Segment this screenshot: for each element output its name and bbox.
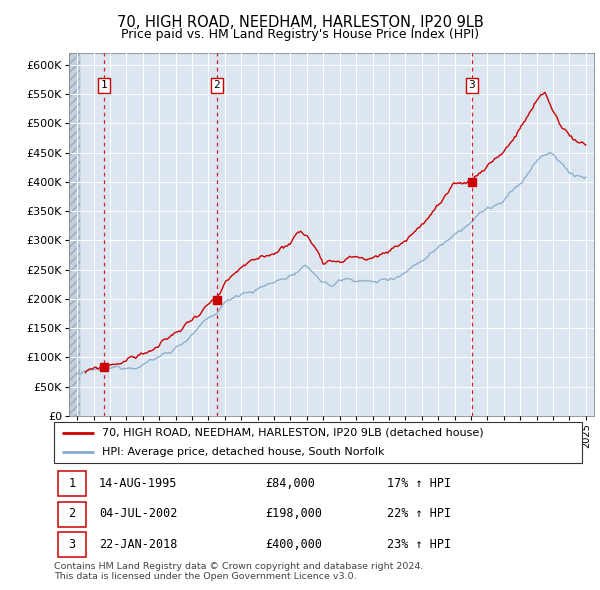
Text: 04-JUL-2002: 04-JUL-2002 [99, 507, 177, 520]
Text: Price paid vs. HM Land Registry's House Price Index (HPI): Price paid vs. HM Land Registry's House … [121, 28, 479, 41]
Text: 23% ↑ HPI: 23% ↑ HPI [386, 538, 451, 551]
Text: 22% ↑ HPI: 22% ↑ HPI [386, 507, 451, 520]
Text: 1: 1 [68, 477, 76, 490]
Text: 22-JAN-2018: 22-JAN-2018 [99, 538, 177, 551]
Text: 70, HIGH ROAD, NEEDHAM, HARLESTON, IP20 9LB (detached house): 70, HIGH ROAD, NEEDHAM, HARLESTON, IP20 … [101, 428, 483, 438]
Text: 1: 1 [100, 80, 107, 90]
Text: 70, HIGH ROAD, NEEDHAM, HARLESTON, IP20 9LB: 70, HIGH ROAD, NEEDHAM, HARLESTON, IP20 … [116, 15, 484, 30]
Text: £400,000: £400,000 [265, 538, 322, 551]
FancyBboxPatch shape [58, 502, 86, 527]
Text: 3: 3 [469, 80, 475, 90]
Text: HPI: Average price, detached house, South Norfolk: HPI: Average price, detached house, Sout… [101, 447, 384, 457]
Text: £84,000: £84,000 [265, 477, 315, 490]
Text: 17% ↑ HPI: 17% ↑ HPI [386, 477, 451, 490]
Text: £198,000: £198,000 [265, 507, 322, 520]
Text: 2: 2 [68, 507, 76, 520]
FancyBboxPatch shape [58, 471, 86, 496]
FancyBboxPatch shape [58, 532, 86, 558]
Bar [69, 53, 80, 416]
Text: Contains HM Land Registry data © Crown copyright and database right 2024.
This d: Contains HM Land Registry data © Crown c… [54, 562, 424, 581]
Text: 2: 2 [213, 80, 220, 90]
Text: 3: 3 [68, 538, 76, 551]
Text: 14-AUG-1995: 14-AUG-1995 [99, 477, 177, 490]
